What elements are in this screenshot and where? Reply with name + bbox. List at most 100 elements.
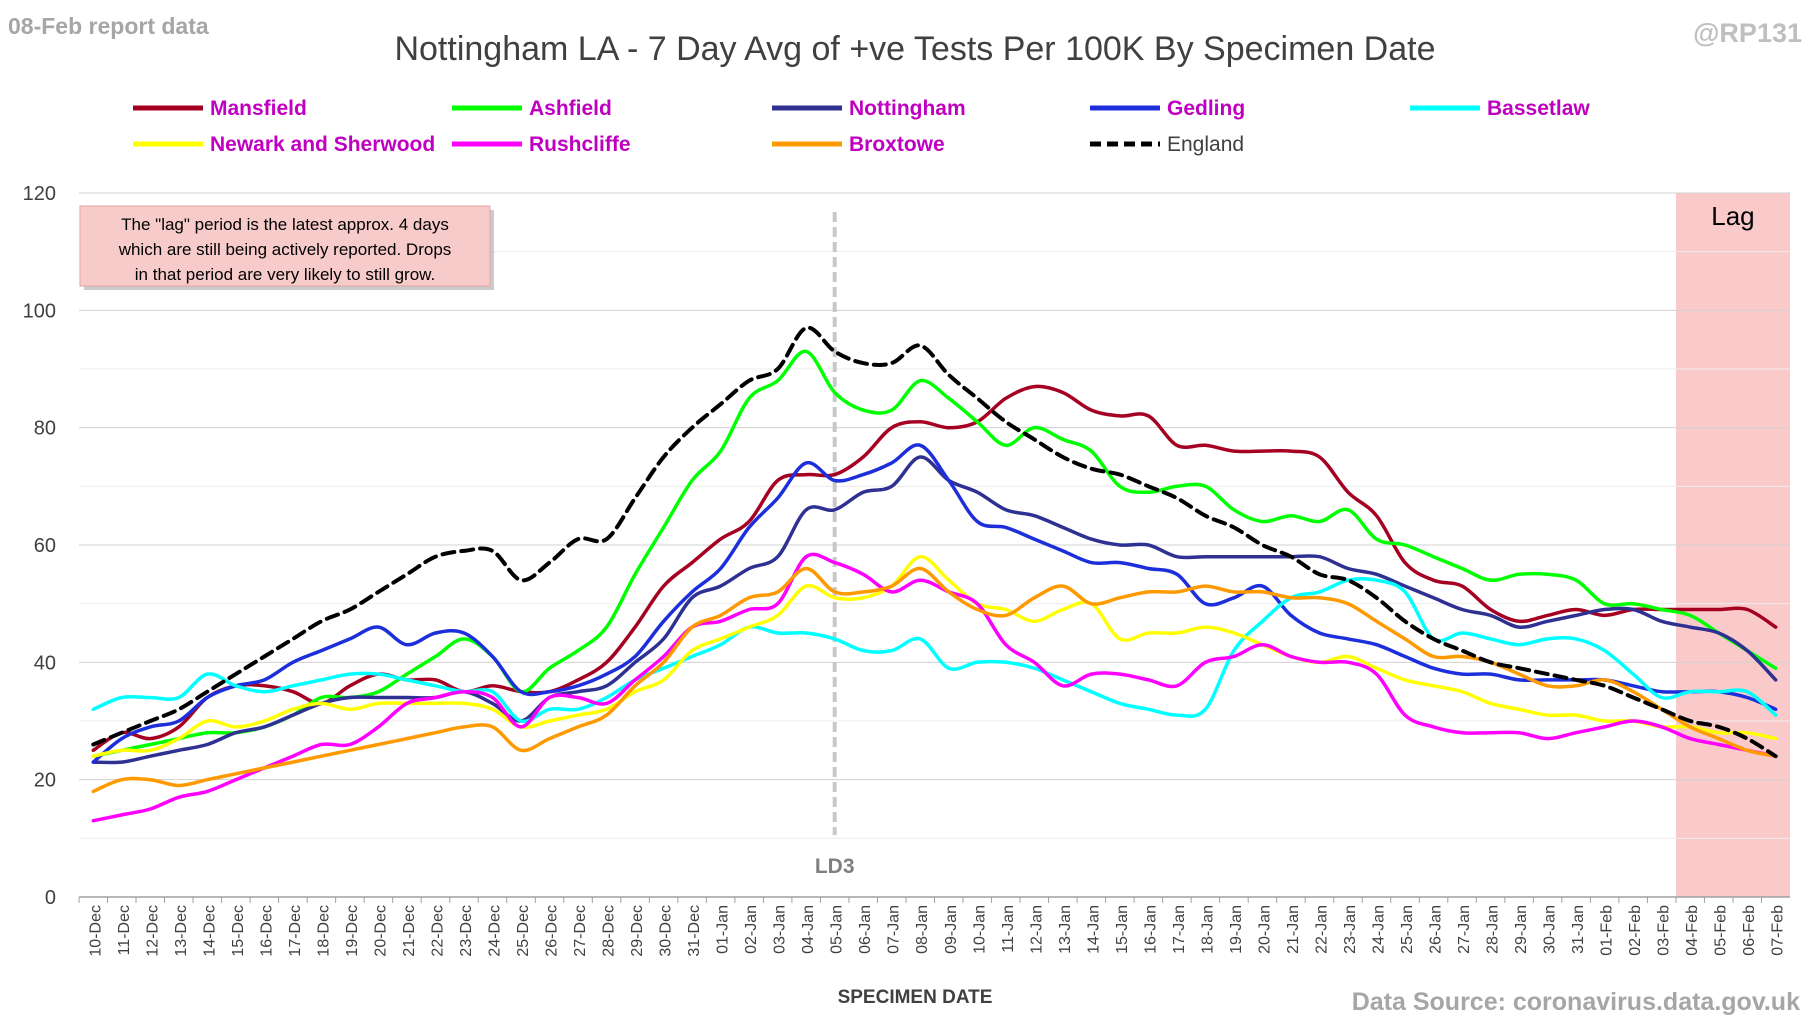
- x-tick-label: 19-Jan: [1228, 905, 1245, 954]
- x-tick-label: 30-Dec: [658, 905, 675, 957]
- x-tick-label: 18-Jan: [1199, 905, 1216, 954]
- x-tick-label: 02-Jan: [743, 905, 760, 954]
- x-tick-label: 23-Dec: [458, 905, 475, 957]
- x-tick-label: 31-Jan: [1570, 905, 1587, 954]
- x-tick-label: 16-Dec: [258, 905, 275, 957]
- x-tick-label: 06-Feb: [1741, 905, 1758, 956]
- x-tick-label: 25-Dec: [515, 905, 532, 957]
- x-tick-label: 12-Jan: [1028, 905, 1045, 954]
- series-line-gedling: [91, 443, 1778, 764]
- x-tick-label: 21-Dec: [401, 905, 418, 957]
- note-line: in that period are very likely to still …: [135, 265, 435, 284]
- x-tick-label: 26-Dec: [544, 905, 561, 957]
- y-tick-label: 20: [34, 770, 56, 792]
- series-line-bassetlaw: [91, 576, 1778, 724]
- x-tick-label: 19-Dec: [344, 905, 361, 957]
- ld3-label: LD3: [815, 855, 855, 878]
- note-line: which are still being actively reported.…: [118, 240, 452, 259]
- legend-label-rushcliffe: Rushcliffe: [529, 133, 631, 156]
- x-tick-label: 24-Dec: [486, 905, 503, 957]
- x-tick-label: 05-Feb: [1713, 905, 1730, 956]
- x-tick-label: 24-Jan: [1371, 905, 1388, 954]
- y-tick-label: 0: [45, 887, 56, 909]
- x-tick-label: 21-Jan: [1285, 905, 1302, 954]
- ld3-marker: LD3: [815, 212, 855, 878]
- x-tick-label: 13-Dec: [173, 905, 190, 957]
- x-tick-label: 25-Jan: [1399, 905, 1416, 954]
- series-line-newark-and-sherwood: [91, 554, 1778, 758]
- note-box: [79, 205, 491, 287]
- x-tick-label: 28-Dec: [601, 905, 618, 957]
- x-tick-label: 27-Dec: [572, 905, 589, 957]
- y-tick-label: 40: [34, 652, 56, 674]
- x-tick-label: 10-Jan: [971, 905, 988, 954]
- x-tick-label: 14-Jan: [1085, 905, 1102, 954]
- x-tick-label: 11-Dec: [116, 905, 133, 955]
- x-tick-label: 03-Feb: [1656, 905, 1673, 956]
- x-tick-label: 08-Jan: [914, 905, 931, 954]
- x-tick-label: 06-Jan: [857, 905, 874, 954]
- x-tick-label: 13-Jan: [1057, 905, 1074, 954]
- x-tick-label: 04-Feb: [1684, 905, 1701, 956]
- twitter-handle: @RP131: [1693, 18, 1802, 48]
- legend-label-broxtowe: Broxtowe: [849, 133, 945, 156]
- x-tick-label: 02-Feb: [1627, 905, 1644, 956]
- x-tick-label: 01-Feb: [1599, 905, 1616, 956]
- x-tick-label: 10-Dec: [87, 905, 104, 957]
- x-tick-label: 17-Dec: [287, 905, 304, 957]
- series-lines: [91, 325, 1778, 823]
- x-tick-label: 15-Jan: [1114, 905, 1131, 954]
- x-tick-label: 26-Jan: [1428, 905, 1445, 954]
- series-line-england: [91, 325, 1778, 759]
- y-tick-label: 60: [34, 535, 56, 557]
- legend-label-mansfield: Mansfield: [210, 97, 307, 120]
- x-tick-label: 09-Jan: [943, 905, 960, 954]
- x-tick-label: 01-Jan: [715, 905, 732, 954]
- x-axis-title: SPECIMEN DATE: [838, 987, 993, 1008]
- x-tick-label: 23-Jan: [1342, 905, 1359, 954]
- legend-label-newark-and-sherwood: Newark and Sherwood: [210, 133, 435, 156]
- x-tick-label: 29-Dec: [629, 905, 646, 957]
- x-tick-label: 12-Dec: [144, 905, 161, 957]
- axes: 0 20 40 60 80 100 120 10-Dec 11-Dec 12-Dec 13-Dec 1…: [23, 183, 1790, 957]
- legend: Mansfield Ashfield Nottingham Gedling Basset…: [133, 97, 1590, 156]
- x-tick-label: 18-Dec: [315, 905, 332, 957]
- x-tick-label: 05-Jan: [829, 905, 846, 954]
- legend-label-gedling: Gedling: [1167, 97, 1245, 120]
- lag-note: The "lag" period is the latest approx. 4…: [79, 205, 494, 290]
- x-tick-label: 30-Jan: [1542, 905, 1559, 954]
- x-tick-label: 16-Jan: [1142, 905, 1159, 954]
- x-tick-label: 07-Feb: [1770, 905, 1787, 956]
- legend-label-england: England: [1167, 133, 1244, 156]
- series-line-ashfield: [91, 349, 1778, 758]
- x-tick-label: 29-Jan: [1513, 905, 1530, 954]
- lag-label: Lag: [1711, 201, 1754, 231]
- x-tick-label: 22-Jan: [1313, 905, 1330, 954]
- series-line-rushcliffe: [91, 552, 1778, 823]
- x-tick-label: 31-Dec: [686, 905, 703, 957]
- series-line-nottingham: [91, 455, 1778, 765]
- y-tick-label: 80: [34, 418, 56, 440]
- x-tick-label: 17-Jan: [1171, 905, 1188, 954]
- legend-label-nottingham: Nottingham: [849, 97, 966, 120]
- x-tick-label: 11-Jan: [1000, 905, 1017, 953]
- note-line: The "lag" period is the latest approx. 4…: [121, 215, 449, 234]
- gridlines: [79, 192, 1790, 898]
- y-tick-label: 120: [23, 183, 56, 205]
- x-tick-label: 27-Jan: [1456, 905, 1473, 954]
- report-label: 08-Feb report data: [8, 13, 209, 39]
- x-tick-label: 15-Dec: [230, 905, 247, 957]
- x-tick-label: 20-Dec: [372, 905, 389, 957]
- y-tick-label: 100: [23, 300, 56, 322]
- x-tick-label: 28-Jan: [1485, 905, 1502, 954]
- x-tick-label: 03-Jan: [772, 905, 789, 954]
- x-tick-label: 07-Jan: [886, 905, 903, 954]
- legend-label-ashfield: Ashfield: [529, 97, 612, 120]
- legend-label-bassetlaw: Bassetlaw: [1487, 97, 1590, 120]
- data-source: Data Source: coronavirus.data.gov.uk: [1352, 988, 1800, 1016]
- x-tick-label: 14-Dec: [201, 905, 218, 957]
- x-tick-label: 20-Jan: [1256, 905, 1273, 954]
- chart-title: Nottingham LA - 7 Day Avg of +ve Tests P…: [394, 30, 1435, 68]
